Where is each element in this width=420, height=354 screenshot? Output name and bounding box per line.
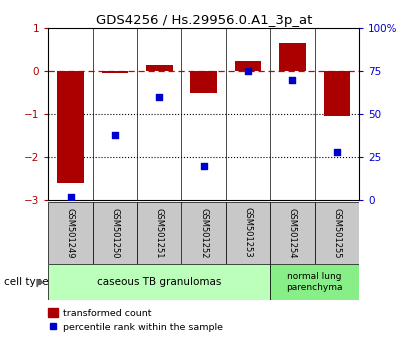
Bar	[279, 43, 306, 71]
Bar	[57, 71, 84, 183]
Bar	[93, 202, 137, 264]
Text: GSM501252: GSM501252	[199, 207, 208, 258]
Bar	[146, 65, 173, 71]
Bar	[48, 202, 93, 264]
Text: GSM501254: GSM501254	[288, 207, 297, 258]
Point	[245, 68, 252, 74]
Bar	[323, 71, 350, 116]
Bar	[270, 202, 315, 264]
Point	[333, 149, 340, 155]
Point	[156, 94, 163, 100]
Point	[200, 163, 207, 169]
Bar	[190, 71, 217, 93]
Text: GSM501250: GSM501250	[110, 207, 119, 258]
Text: GSM501253: GSM501253	[244, 207, 252, 258]
Bar	[137, 202, 181, 264]
Point	[112, 132, 118, 138]
Text: GSM501249: GSM501249	[66, 207, 75, 258]
Text: ▶: ▶	[37, 277, 44, 287]
Bar	[270, 264, 359, 300]
Text: GSM501255: GSM501255	[332, 207, 341, 258]
Text: cell type: cell type	[4, 277, 49, 287]
Bar	[226, 202, 270, 264]
Title: GDS4256 / Hs.29956.0.A1_3p_at: GDS4256 / Hs.29956.0.A1_3p_at	[95, 14, 312, 27]
Point	[289, 77, 296, 83]
Bar	[181, 202, 226, 264]
Text: GSM501251: GSM501251	[155, 207, 164, 258]
Point	[67, 194, 74, 199]
Bar	[102, 71, 128, 73]
Bar	[235, 61, 261, 71]
Legend: transformed count, percentile rank within the sample: transformed count, percentile rank withi…	[45, 304, 226, 336]
Bar	[315, 202, 359, 264]
Bar	[48, 264, 270, 300]
Text: normal lung
parenchyma: normal lung parenchyma	[286, 273, 343, 292]
Text: caseous TB granulomas: caseous TB granulomas	[97, 277, 221, 287]
